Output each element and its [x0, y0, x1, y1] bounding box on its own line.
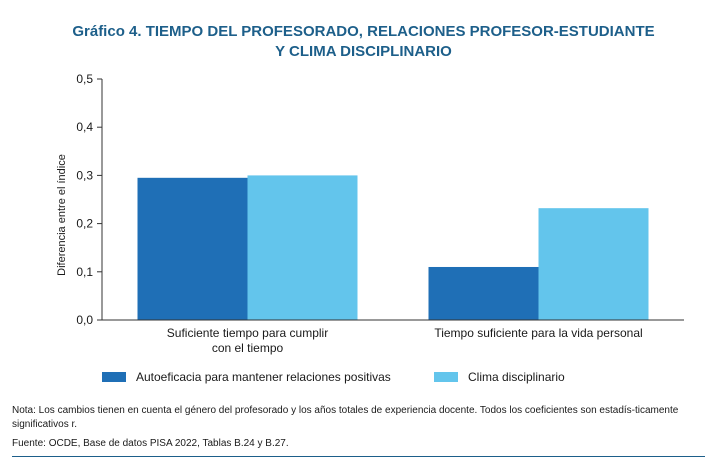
- chart-title: Gráfico 4. TIEMPO DEL PROFESORADO, RELAC…: [0, 22, 727, 62]
- bar-series-2: [247, 175, 358, 320]
- legend-label-series-2: Clima disciplinario: [468, 370, 565, 384]
- x-category-label: Suficiente tiempo para cumplir: [167, 326, 328, 340]
- x-category-label: Tiempo suficiente para la vida personal: [434, 326, 642, 340]
- y-tick-label: 0,2: [76, 217, 93, 231]
- bar-series-2: [538, 208, 649, 320]
- bars: [137, 175, 649, 320]
- chart-source: Fuente: OCDE, Base de datos PISA 2022, T…: [12, 438, 289, 449]
- legend-item-series-2: Clima disciplinario: [434, 370, 565, 384]
- bar-series-1: [137, 177, 248, 320]
- y-tick-label: 0,5: [76, 72, 93, 86]
- legend-item-series-1: Autoeficacia para mantener relaciones po…: [102, 370, 391, 384]
- y-tick-label: 0,4: [76, 120, 93, 134]
- y-tick-label: 0,3: [76, 168, 93, 182]
- legend-label-series-1: Autoeficacia para mantener relaciones po…: [136, 370, 391, 384]
- legend-swatch-series-2: [434, 372, 458, 382]
- y-tick-label: 0,0: [76, 313, 93, 327]
- y-axis-ticks: 0,0 0,1 0,2 0,3 0,4 0,5: [76, 72, 102, 327]
- x-category-label: con el tiempo: [212, 341, 284, 355]
- legend-swatch-series-1: [102, 372, 126, 382]
- bottom-rule: [12, 456, 705, 457]
- bar-chart: 0,0 0,1 0,2 0,3 0,4 0,5 Suficiente tiempo par…: [76, 72, 684, 355]
- legend: Autoeficacia para mantener relaciones po…: [0, 370, 727, 386]
- y-tick-label: 0,1: [76, 265, 93, 279]
- bar-series-1: [428, 266, 539, 320]
- chart-title-line-2: Y CLIMA DISCIPLINARIO: [275, 43, 452, 60]
- chart-note: Nota: Los cambios tienen en cuenta el gé…: [12, 405, 679, 430]
- chart-title-line-1: Gráfico 4. TIEMPO DEL PROFESORADO, RELAC…: [72, 23, 655, 40]
